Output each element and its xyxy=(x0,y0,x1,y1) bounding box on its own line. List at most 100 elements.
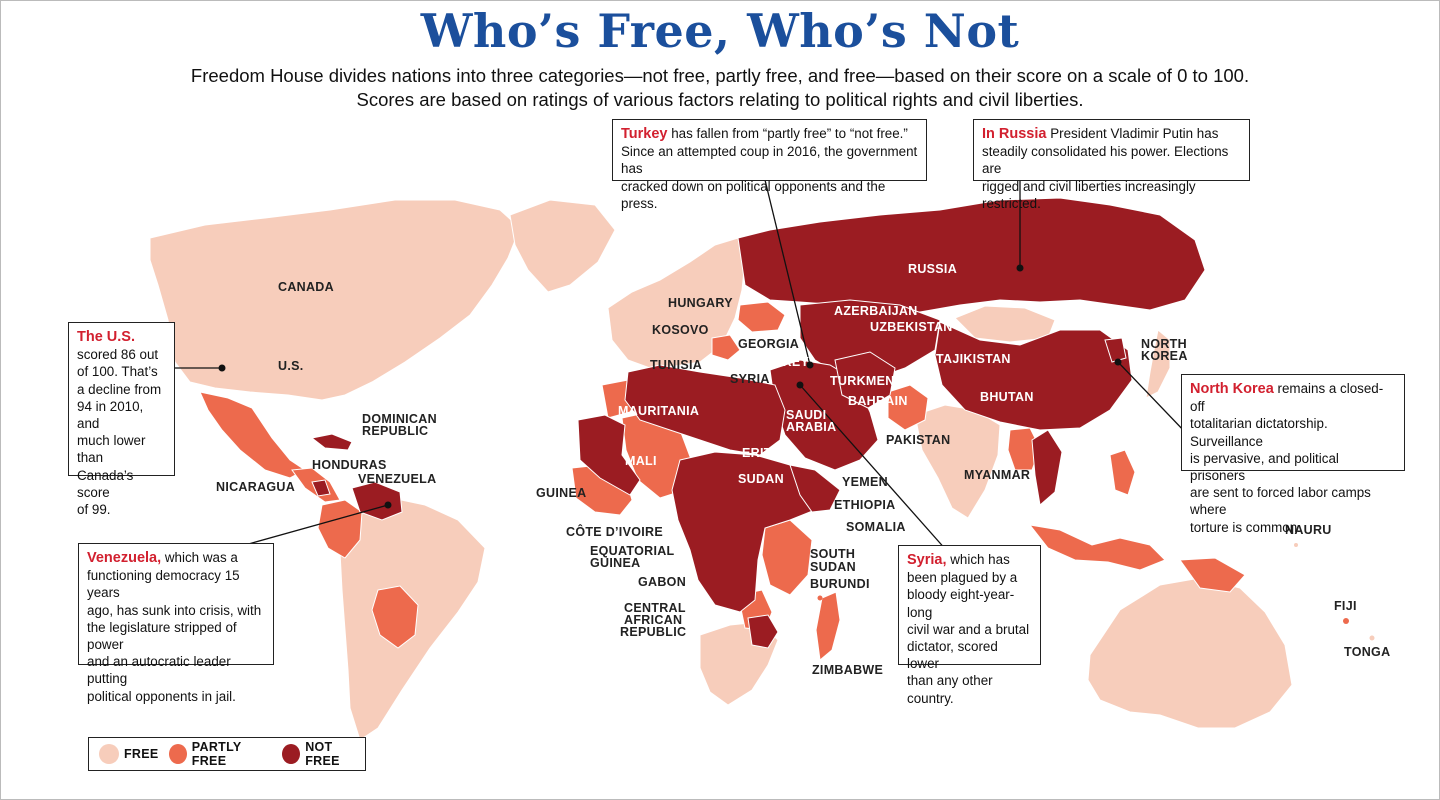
china-not-free xyxy=(934,321,1133,431)
greenland-free xyxy=(509,199,616,293)
label-fiji: FIJI xyxy=(1334,599,1357,613)
label-sudan: SUDAN xyxy=(738,472,784,486)
label-kosovo: KOSOVO xyxy=(652,323,709,337)
label-mauritania: MAURITANIA xyxy=(618,404,699,418)
label-canada: CANADA xyxy=(278,280,334,294)
legend-swatch-partly-free xyxy=(168,744,187,764)
label-tonga: TONGA xyxy=(1344,645,1390,659)
label-bhutan: BHUTAN xyxy=(980,390,1034,404)
label-equatorial-guinea: GUINEA xyxy=(590,556,640,570)
venezuela-not-free xyxy=(351,481,403,521)
north-korea-not-free xyxy=(1104,337,1127,363)
vietnam-not-free xyxy=(1031,429,1063,506)
subtitle-line-2: Scores are based on ratings of various f… xyxy=(356,89,1084,110)
label-yemen: YEMEN xyxy=(842,475,888,489)
australia-free xyxy=(1087,577,1293,729)
callout-turkey-name: Turkey xyxy=(621,126,668,142)
callout-venezuela: Venezuela, which was a functioning democ… xyxy=(78,543,274,704)
colombia-partly-free xyxy=(317,499,363,559)
label-ethiopia: ETHIOPIA xyxy=(834,498,895,512)
label-azerbaijan: AZERBAIJAN xyxy=(834,304,918,318)
north-america-free xyxy=(149,199,521,401)
label-guinea: GUINEA xyxy=(536,486,586,500)
india-free xyxy=(914,404,1001,519)
label-georgia: GEORGIA xyxy=(738,337,799,351)
mongolia-free xyxy=(954,305,1056,343)
legend-swatch-not-free xyxy=(281,744,301,764)
callout-north-korea-name: North Korea xyxy=(1190,381,1274,397)
label-car-3: REPUBLIC xyxy=(620,625,686,639)
label-dominican: DOMINICAN xyxy=(362,412,437,426)
label-nauru: NAURU xyxy=(1285,523,1332,537)
callout-syria: Syria, which has been plagued by a blood… xyxy=(898,545,1041,706)
label-tajikistan: TAJIKISTAN xyxy=(936,352,1011,366)
legend-item-not-free: NOT FREE xyxy=(281,740,365,768)
horn-of-africa-not-free xyxy=(789,464,841,513)
callout-us-name: The U.S. xyxy=(77,329,136,345)
callout-us: The U.S. scored 86 out of 100. That’s a … xyxy=(68,322,175,517)
label-hungary: HUNGARY xyxy=(668,296,733,310)
east-africa-partly-free xyxy=(761,519,813,596)
callout-venezuela-name: Venezuela, xyxy=(87,550,162,566)
label-venezuela: VENEZUELA xyxy=(358,472,436,486)
label-uzbekistan: UZBEKISTAN xyxy=(870,320,953,334)
label-car-2: AFRICAN xyxy=(624,613,682,627)
papua-partly-free xyxy=(1179,557,1246,593)
legend-item-partly-free: PARTLY FREE xyxy=(168,740,272,768)
label-zimbabwe: ZIMBABWE xyxy=(812,663,883,677)
north-africa-not-free xyxy=(624,364,786,456)
subtitle-line-1: Freedom House divides nations into three… xyxy=(190,65,1250,86)
callout-turkey: Turkey has fallen from “partly free” to … xyxy=(612,119,927,211)
mexico-partly-free xyxy=(199,391,306,479)
label-myanmar: MYANMAR xyxy=(964,468,1030,482)
label-burundi: BURUNDI xyxy=(810,577,870,591)
russia-not-free xyxy=(737,197,1206,313)
mauritania-mali-not-free xyxy=(577,414,641,496)
cuba-not-free xyxy=(310,433,353,451)
label-us: U.S. xyxy=(278,359,304,373)
pakistan-partly-free xyxy=(887,384,929,431)
callout-syria-name: Syria, xyxy=(907,552,947,568)
label-car-1: CENTRAL xyxy=(624,601,686,615)
legend-item-free: FREE xyxy=(99,744,159,764)
label-pakistan: PAKISTAN xyxy=(886,433,950,447)
label-north-korea-1: NORTH xyxy=(1141,337,1187,351)
philippines-partly-free xyxy=(1109,449,1136,496)
label-syria: SYRIA xyxy=(730,372,770,386)
label-russia: RUSSIA xyxy=(908,262,957,276)
label-tunisia: TUNISIA xyxy=(650,358,702,372)
subtitle: Freedom House divides nations into three… xyxy=(0,64,1440,112)
callout-north-korea: North Korea remains a closed-off totalit… xyxy=(1181,374,1405,535)
label-honduras: HONDURAS xyxy=(312,458,387,472)
callout-russia: In Russia President Vladimir Putin has s… xyxy=(973,119,1250,211)
label-south-sudan-1: SOUTH xyxy=(810,547,855,561)
label-saudi: SAUDI xyxy=(786,408,826,422)
label-dominican-republic: REPUBLIC xyxy=(362,424,428,438)
label-nicaragua: NICARAGUA xyxy=(216,480,295,494)
label-turkmenistan: TURKMENISTAN xyxy=(830,374,933,388)
label-arabia: ARABIA xyxy=(786,420,836,434)
label-somalia: SOMALIA xyxy=(846,520,906,534)
label-eritrea: ERITREA xyxy=(742,446,799,460)
legend-swatch-free xyxy=(99,744,119,764)
ukraine-partly-free xyxy=(737,301,786,333)
label-turkey: TURKEY xyxy=(756,355,810,369)
central-africa-not-free xyxy=(671,451,816,613)
page-title: Who’s Free, Who’s Not xyxy=(420,4,1020,58)
islands xyxy=(817,543,1375,641)
label-north-korea-2: KOREA xyxy=(1141,349,1188,363)
label-equatorial: EQUATORIAL xyxy=(590,544,675,558)
indonesia-partly-free xyxy=(1028,524,1166,571)
zimbabwe-not-free xyxy=(747,614,779,649)
iran-not-free xyxy=(834,351,896,409)
map-legend: FREE PARTLY FREE NOT FREE xyxy=(88,737,366,771)
madagascar-partly-free xyxy=(815,591,841,661)
balkans-partly-free xyxy=(711,334,741,361)
callout-russia-name: In Russia xyxy=(982,126,1047,142)
europe-free xyxy=(607,237,746,369)
label-gabon: GABON xyxy=(638,575,686,589)
label-mali: MALI xyxy=(625,454,657,468)
nicaragua-not-free xyxy=(311,479,331,497)
label-bahrain: BAHRAIN xyxy=(848,394,908,408)
